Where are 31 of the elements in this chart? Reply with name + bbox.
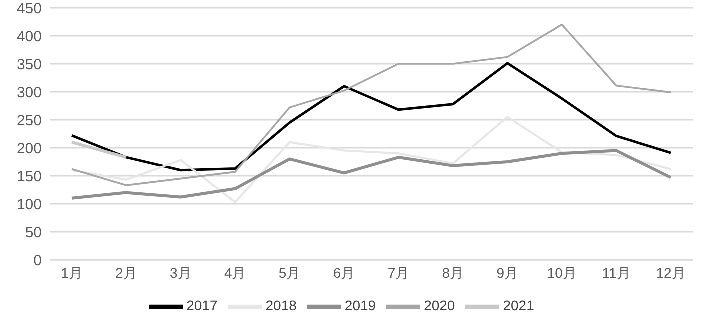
- x-tick-label: 11月: [602, 264, 631, 281]
- y-tick-label: 300: [16, 84, 42, 102]
- y-tick-label: 100: [16, 196, 42, 214]
- legend-label: 2020: [424, 298, 456, 314]
- y-tick-label: 350: [16, 56, 42, 74]
- line-series: [71, 116, 672, 204]
- y-tick-label: 50: [25, 224, 42, 242]
- x-tick-label: 5月: [278, 264, 301, 281]
- x-tick-label: 4月: [224, 264, 246, 281]
- x-tick-label: 1月: [61, 264, 83, 281]
- line-series: [71, 24, 672, 186]
- x-tick-label: 2月: [116, 264, 138, 281]
- x-tick-label: 3月: [170, 264, 192, 281]
- x-tick-label: 9月: [496, 264, 519, 281]
- y-tick-label: 0: [34, 252, 42, 270]
- x-tick-label: 7月: [388, 264, 410, 281]
- legend-label: 2018: [266, 298, 297, 314]
- legend-label: 2019: [344, 298, 376, 314]
- x-tick-label: 8月: [442, 264, 464, 281]
- y-tick-label: 450: [16, 0, 42, 18]
- y-tick-label: 400: [16, 28, 42, 46]
- y-tick-label: 250: [16, 112, 42, 130]
- y-tick-label: 200: [16, 140, 42, 158]
- x-tick-label: 6月: [333, 264, 356, 281]
- x-tick-label: 12月: [656, 264, 686, 281]
- legend-label: 2021: [503, 298, 534, 314]
- line-series: [70, 149, 672, 200]
- legend-label: 2017: [186, 298, 218, 314]
- x-tick-label: 10月: [547, 264, 577, 281]
- y-tick-label: 150: [16, 168, 42, 186]
- line-series: [70, 62, 672, 172]
